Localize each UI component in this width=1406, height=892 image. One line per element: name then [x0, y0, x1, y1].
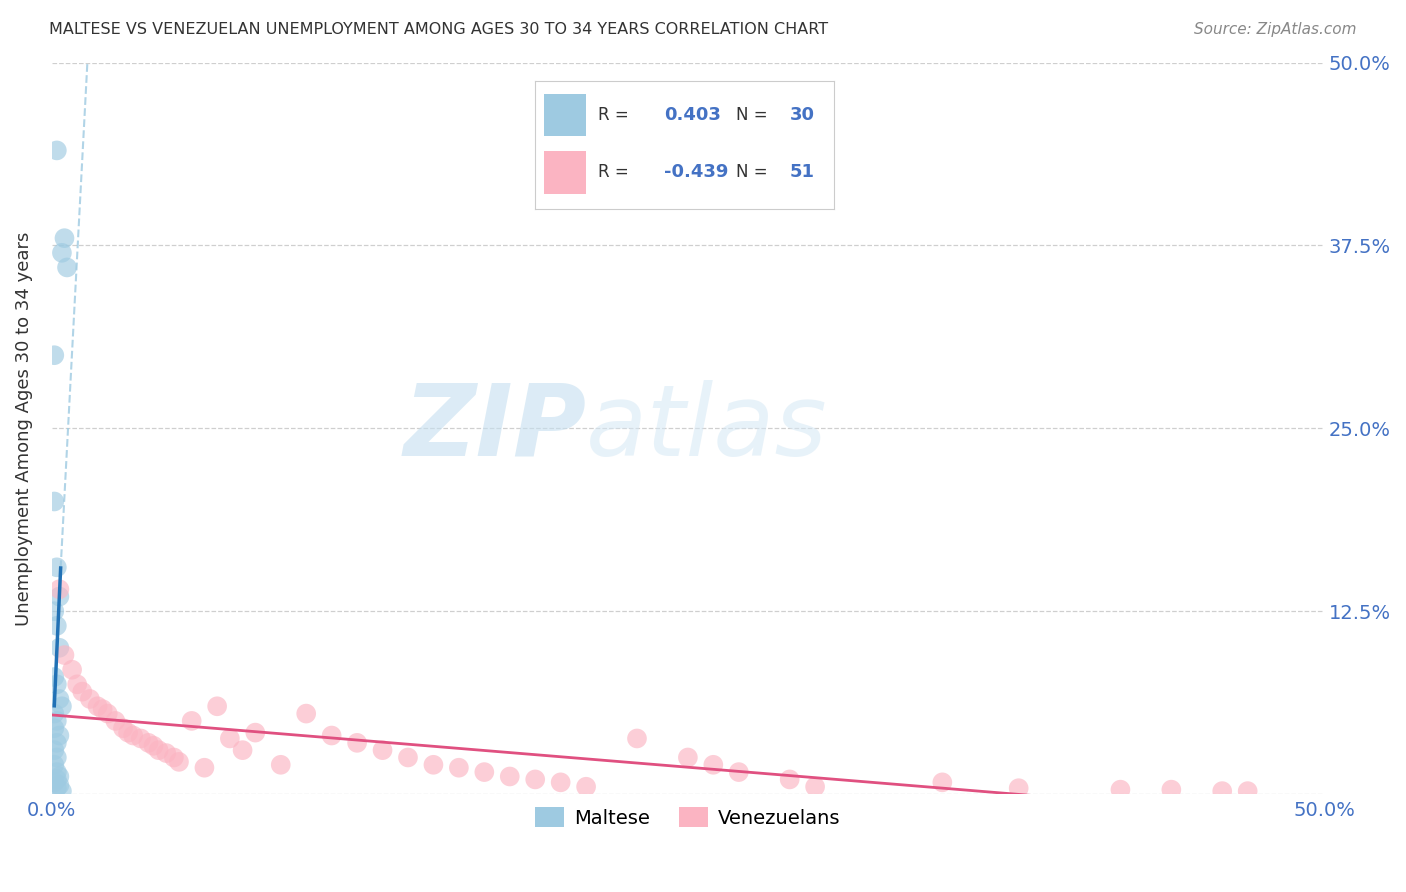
Point — [51, 784, 73, 798]
Point — [232, 743, 254, 757]
Point — [48, 770, 70, 784]
Text: MALTESE VS VENEZUELAN UNEMPLOYMENT AMONG AGES 30 TO 34 YEARS CORRELATION CHART: MALTESE VS VENEZUELAN UNEMPLOYMENT AMONG… — [49, 22, 828, 37]
Point — [447, 761, 470, 775]
Point — [550, 775, 572, 789]
Point — [44, 670, 66, 684]
Point — [575, 780, 598, 794]
Text: atlas: atlas — [586, 380, 828, 477]
Point — [804, 780, 827, 794]
Point — [45, 750, 67, 764]
Point — [205, 699, 228, 714]
Point — [1160, 782, 1182, 797]
Point — [111, 721, 134, 735]
Point — [779, 772, 801, 787]
Point — [148, 743, 170, 757]
Point — [245, 725, 267, 739]
Point — [56, 260, 79, 275]
Point — [45, 619, 67, 633]
Point — [117, 725, 139, 739]
Text: Source: ZipAtlas.com: Source: ZipAtlas.com — [1194, 22, 1357, 37]
Point — [51, 245, 73, 260]
Point — [422, 757, 444, 772]
Point — [931, 775, 953, 789]
Point — [702, 757, 724, 772]
Point — [48, 729, 70, 743]
Legend: Maltese, Venezuelans: Maltese, Venezuelans — [527, 799, 848, 836]
Point — [44, 706, 66, 721]
Point — [122, 729, 145, 743]
Point — [167, 755, 190, 769]
Point — [155, 746, 177, 760]
Point — [53, 231, 76, 245]
Point — [45, 772, 67, 787]
Point — [1109, 782, 1132, 797]
Point — [396, 750, 419, 764]
Point — [51, 699, 73, 714]
Point — [218, 731, 240, 746]
Point — [44, 757, 66, 772]
Point — [1008, 781, 1031, 796]
Point — [86, 699, 108, 714]
Point — [72, 684, 94, 698]
Point — [129, 731, 152, 746]
Point — [44, 604, 66, 618]
Point — [142, 739, 165, 753]
Point — [163, 750, 186, 764]
Point — [44, 721, 66, 735]
Point — [97, 706, 120, 721]
Point — [45, 736, 67, 750]
Point — [193, 761, 215, 775]
Point — [53, 648, 76, 662]
Point — [499, 770, 522, 784]
Point — [48, 692, 70, 706]
Point — [45, 781, 67, 796]
Point — [79, 692, 101, 706]
Text: ZIP: ZIP — [404, 380, 586, 477]
Point — [295, 706, 318, 721]
Point — [44, 348, 66, 362]
Point — [138, 736, 160, 750]
Point — [60, 663, 83, 677]
Point — [676, 750, 699, 764]
Point — [48, 640, 70, 655]
Point — [626, 731, 648, 746]
Point — [321, 729, 343, 743]
Point — [91, 702, 114, 716]
Point — [45, 560, 67, 574]
Point — [45, 677, 67, 691]
Point — [180, 714, 202, 728]
Point — [1236, 784, 1258, 798]
Point — [104, 714, 127, 728]
Point — [48, 590, 70, 604]
Point — [727, 765, 749, 780]
Point — [44, 775, 66, 789]
Point — [371, 743, 394, 757]
Y-axis label: Unemployment Among Ages 30 to 34 years: Unemployment Among Ages 30 to 34 years — [15, 231, 32, 625]
Point — [66, 677, 89, 691]
Point — [346, 736, 368, 750]
Point — [48, 778, 70, 792]
Point — [48, 582, 70, 597]
Point — [524, 772, 547, 787]
Point — [270, 757, 292, 772]
Point — [45, 765, 67, 780]
Point — [472, 765, 495, 780]
Point — [45, 144, 67, 158]
Point — [1211, 784, 1233, 798]
Point — [44, 743, 66, 757]
Point — [45, 714, 67, 728]
Point — [44, 494, 66, 508]
